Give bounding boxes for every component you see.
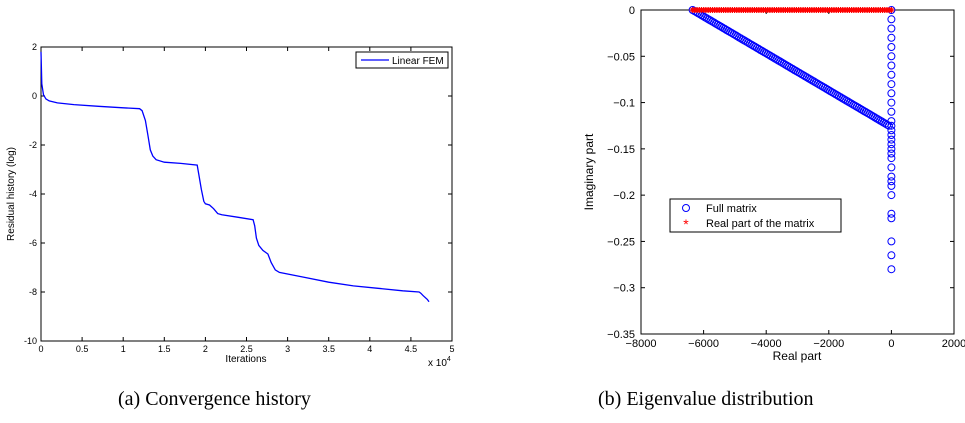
full-matrix-point	[887, 117, 896, 126]
x-tick-label-b: −2000	[813, 338, 844, 350]
full-matrix-point	[887, 33, 896, 42]
y-tick-label-b: −0.25	[607, 236, 635, 248]
x-tick-label-a: 0	[38, 344, 43, 354]
x-exponent-power: 4	[447, 356, 451, 363]
full-matrix-point	[887, 251, 896, 260]
x-axis-label-b: Real part	[773, 349, 822, 363]
legend-marker-full-matrix	[682, 204, 690, 212]
full-matrix-point	[887, 126, 896, 135]
x-exponent-base: x 10	[428, 358, 447, 369]
full-matrix-point	[887, 61, 896, 70]
caption-b: (b) Eigenvalue distribution	[598, 388, 814, 410]
full-matrix-point	[887, 15, 896, 24]
full-matrix-points	[688, 6, 896, 274]
x-tick-label-a: 2.5	[240, 344, 253, 354]
legend-box-b	[669, 198, 842, 233]
legend-label-real-part: Real part of the matrix	[706, 218, 815, 230]
x-tick-label-b: −8000	[626, 338, 657, 350]
legend-box-a	[355, 51, 449, 69]
full-matrix-point	[887, 98, 896, 107]
y-tick-label-b: −0.3	[613, 283, 635, 295]
x-exponent-label: x 104	[428, 356, 451, 369]
legend-label-linear-fem: Linear FEM	[392, 56, 444, 67]
full-matrix-point	[887, 131, 896, 139]
full-matrix-point	[887, 149, 896, 158]
x-tick-label-b: 0	[888, 338, 894, 350]
y-tick-label-a: 0	[32, 91, 37, 101]
x-tick-label-b: −4000	[751, 338, 782, 350]
x-tick-label-a: 3	[285, 344, 290, 354]
y-tick-label-a: -10	[24, 336, 37, 346]
full-matrix-point	[887, 214, 896, 223]
x-tick-label-b: −6000	[688, 338, 719, 350]
y-tick-label-b: 0	[629, 5, 635, 17]
full-matrix-point	[887, 80, 896, 89]
x-tick-label-a: 0.5	[76, 344, 89, 354]
full-matrix-point	[887, 172, 896, 181]
y-tick-label-b: −0.35	[607, 329, 635, 341]
x-tick-label-a: 1.5	[158, 344, 171, 354]
x-tick-label-a: 1	[121, 344, 126, 354]
full-matrix-point	[887, 107, 896, 116]
y-tick-label-b: −0.05	[607, 51, 635, 63]
caption-a: (a) Convergence history	[118, 388, 311, 410]
x-tick-label-a: 4	[367, 344, 372, 354]
convergence-chart: 0 0.5 1 1.5 2 2.5 3 3.5 4 4.5 5 -10 -8 -6 -4 -2 0 2 Iter…	[6, 42, 455, 369]
x-ticks-b: −8000 −6000 −4000 −2000 0 2000	[626, 10, 965, 350]
full-matrix-point	[887, 43, 896, 51]
x-tick-label-a: 3.5	[322, 344, 335, 354]
full-matrix-point	[884, 121, 893, 130]
x-tick-label-a: 5	[449, 344, 454, 354]
legend-a: Linear FEM	[355, 51, 449, 69]
full-matrix-point	[887, 24, 896, 33]
full-matrix-point	[887, 209, 896, 218]
full-matrix-point	[887, 121, 896, 130]
full-matrix-point	[887, 265, 896, 274]
x-axis-label-a: Iterations	[225, 354, 266, 365]
y-tick-label-b: −0.15	[607, 144, 635, 156]
full-matrix-point	[887, 52, 896, 61]
x-ticks-a: 0 0.5 1 1.5 2 2.5 3 3.5 4 4.5 5	[38, 47, 455, 354]
y-axis-label-b: Imaginary part	[582, 133, 596, 210]
y-ticks-a: -10 -8 -6 -4 -2 0 2	[24, 42, 452, 346]
full-matrix-point	[887, 135, 896, 144]
full-matrix-point	[887, 237, 896, 246]
x-tick-label-a: 2	[203, 344, 208, 354]
y-tick-label-a: -4	[29, 189, 37, 199]
real-part-point	[888, 7, 894, 13]
legend-b: Full matrix * Real part of the matrix	[669, 198, 842, 233]
full-matrix-point	[887, 177, 896, 186]
y-tick-label-a: -2	[29, 140, 37, 150]
x-tick-label-b: 2000	[942, 338, 965, 350]
legend-label-full-matrix: Full matrix	[706, 203, 757, 215]
full-matrix-point	[887, 163, 896, 172]
full-matrix-point	[887, 140, 896, 149]
full-matrix-point	[887, 89, 896, 98]
y-ticks-b: 0 −0.05 −0.1 −0.15 −0.2 −0.25 −0.3 −0.35	[607, 5, 954, 341]
full-matrix-point	[887, 181, 896, 190]
real-part-points	[689, 7, 895, 13]
y-tick-label-a: -8	[29, 287, 37, 297]
plot-frame-b	[640, 9, 955, 335]
x-tick-label-a: 4.5	[405, 344, 418, 354]
y-tick-label-b: −0.1	[613, 98, 635, 110]
eigenvalue-chart: −8000 −6000 −4000 −2000 0 2000 0 −0.05 −0.1 −0.1…	[582, 5, 965, 363]
full-matrix-point	[887, 70, 896, 79]
plot-frame-a	[40, 46, 453, 342]
full-matrix-point	[887, 154, 896, 163]
full-matrix-point	[887, 144, 896, 153]
y-tick-label-a: -6	[29, 238, 37, 248]
y-tick-label-b: −0.2	[613, 190, 635, 202]
full-matrix-point	[887, 191, 896, 200]
y-axis-label-a: Residual history (log)	[6, 147, 17, 241]
y-tick-label-a: 2	[32, 42, 37, 52]
legend-marker-real-part: *	[683, 216, 689, 232]
series-line-linear-fem	[40, 51, 430, 303]
